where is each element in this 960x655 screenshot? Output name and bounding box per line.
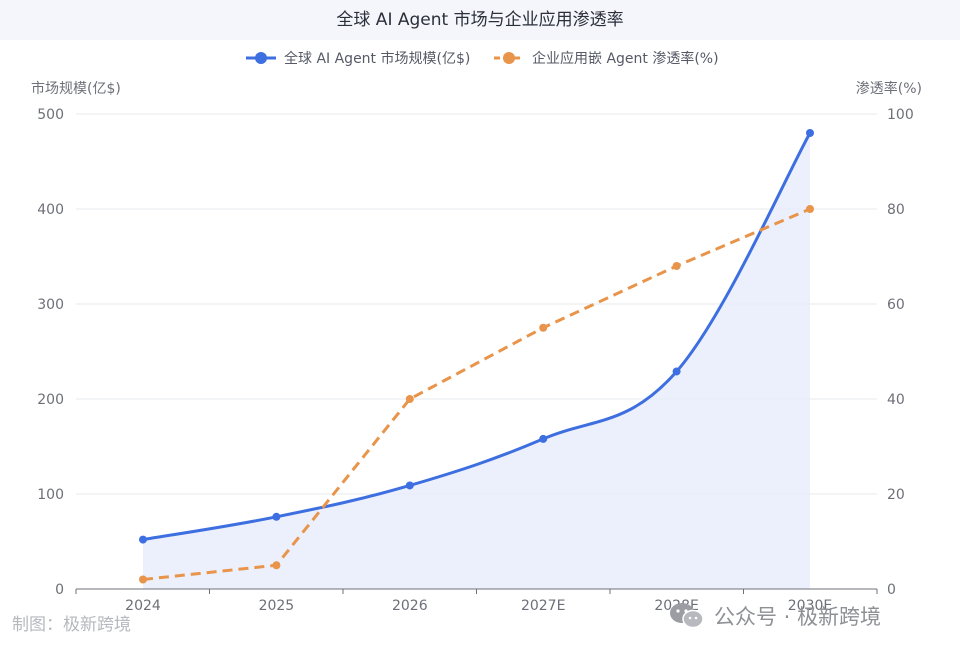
y-right-tick-label: 100 <box>887 107 914 123</box>
market-size-area <box>143 133 810 589</box>
watermark: 公众号 · 极新跨境 <box>668 598 881 634</box>
y-left-tick-label: 500 <box>37 107 64 123</box>
penetration-point <box>139 575 147 584</box>
market-size-point <box>272 512 281 521</box>
y-right-tick-label: 0 <box>887 582 896 598</box>
y-left-tick-label: 400 <box>37 202 64 218</box>
penetration-point <box>405 395 414 403</box>
y-right-axis-label: 渗透率(%) <box>856 80 922 97</box>
market-size-point <box>672 367 681 376</box>
chart-credit: 制图：极新跨境 <box>12 615 131 635</box>
market-size-point <box>405 481 414 490</box>
wechat-icon <box>670 603 704 629</box>
y-right-tick-label: 80 <box>887 202 905 218</box>
y-left-tick-label: 300 <box>37 297 64 313</box>
penetration-point <box>806 205 814 213</box>
y-right-tick-label: 60 <box>887 297 905 313</box>
market-size-point <box>806 129 814 137</box>
axis-layer: 0 0 100 20 200 40 300 60 400 80 500 100 2024 2025 2026… <box>31 80 922 614</box>
watermark-text: 公众号 · 极新跨境 <box>714 605 882 629</box>
legend-label: 全球 AI Agent 市场规模(亿$) <box>284 50 470 67</box>
legend-marker <box>503 52 515 64</box>
y-left-tick-label: 200 <box>37 392 64 408</box>
x-tick-label: 2026 <box>392 598 428 614</box>
penetration-point <box>539 323 548 332</box>
legend-marker <box>255 52 267 64</box>
chart-title: 全球 AI Agent 市场与企业应用渗透率 <box>336 10 624 30</box>
penetration-line <box>142 207 811 581</box>
y-left-tick-label: 0 <box>55 582 64 598</box>
x-tick-label: 2025 <box>259 598 295 614</box>
y-left-axis-label: 市场规模(亿$) <box>31 80 121 97</box>
y-right-tick-label: 40 <box>887 392 905 408</box>
y-left-tick-label: 100 <box>37 487 64 503</box>
market-size-point <box>539 434 548 443</box>
x-tick-label: 2024 <box>125 598 161 614</box>
market-size-point <box>139 535 147 544</box>
penetration-point <box>672 262 681 270</box>
x-tick-label: 2030E <box>788 598 832 614</box>
legend[interactable]: 全球 AI Agent 市场规模(亿$) 企业应用嵌 Agent 渗透率(%) <box>246 50 719 67</box>
area-layer <box>143 133 810 589</box>
series-layer <box>139 129 814 584</box>
title-bar <box>0 0 960 40</box>
legend-label: 企业应用嵌 Agent 渗透率(%) <box>532 50 719 67</box>
legend-penetration[interactable]: 企业应用嵌 Agent 渗透率(%) <box>494 50 719 67</box>
y-right-tick-label: 20 <box>887 487 905 503</box>
x-tick-label: 2027E <box>521 598 565 614</box>
market-size-line <box>142 132 812 542</box>
penetration-point <box>272 561 281 570</box>
legend-market-size[interactable]: 全球 AI Agent 市场规模(亿$) <box>246 50 470 67</box>
